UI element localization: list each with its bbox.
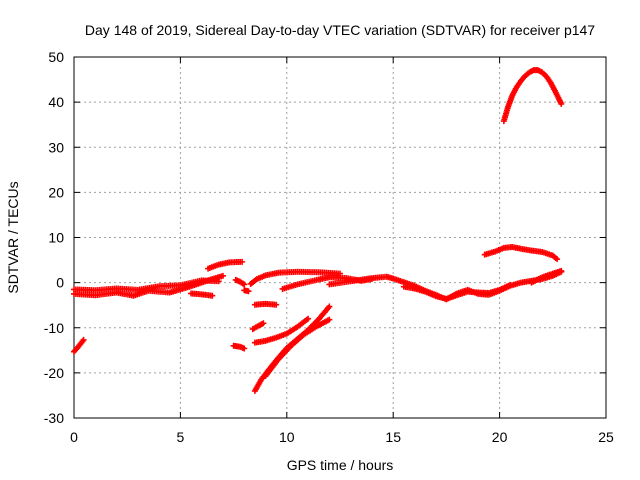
data-point: [219, 272, 226, 279]
y-tick-label: -30: [44, 410, 64, 426]
data-point: [326, 316, 333, 323]
data-point: [260, 320, 267, 327]
data-point: [209, 292, 216, 299]
data-markers: [71, 67, 565, 394]
axis-ticks: 0 5 10 15 20 25 -30 -20 -10 0 10 20 30 40 50: [44, 49, 614, 445]
y-tick-label: 20: [48, 184, 64, 200]
chart-title: Day 148 of 2019, Sidereal Day-to-day VTE…: [85, 22, 595, 38]
series-track-t: [500, 67, 565, 125]
series-track-f: [232, 276, 248, 288]
y-tick-label: 10: [48, 230, 64, 246]
y-tick-label: -10: [44, 320, 64, 336]
series-track-j: [251, 300, 280, 308]
data-point: [507, 281, 514, 288]
y-tick-label: 0: [56, 275, 64, 291]
series-track-s: [481, 243, 561, 263]
series-track-h: [230, 342, 248, 352]
data-point: [305, 315, 312, 322]
series-track-m: [251, 303, 333, 394]
series-track-l: [251, 315, 312, 346]
data-point: [326, 303, 333, 310]
x-tick-label: 15: [385, 429, 401, 445]
series-track-e: [205, 258, 246, 272]
y-tick-label: 30: [48, 139, 64, 155]
series-track-a: [71, 336, 87, 355]
series-track-q: [400, 281, 514, 302]
x-tick-label: 5: [177, 429, 185, 445]
series-track-n: [262, 316, 333, 380]
series-track-k: [247, 268, 343, 287]
data-point: [273, 301, 280, 308]
grid: [74, 57, 606, 418]
data-point: [554, 256, 561, 263]
x-tick-label: 0: [70, 429, 78, 445]
data-point: [245, 288, 252, 295]
x-tick-label: 25: [598, 429, 614, 445]
data-point: [241, 345, 248, 352]
series-track-c: [71, 277, 222, 294]
y-tick-label: -20: [44, 365, 64, 381]
data-point: [241, 281, 248, 288]
data-point: [558, 100, 565, 107]
y-tick-label: 50: [48, 49, 64, 65]
x-tick-label: 20: [492, 429, 508, 445]
data-point: [558, 267, 565, 274]
series-track-r: [528, 267, 565, 286]
data-point: [80, 336, 87, 343]
x-axis-title: GPS time / hours: [287, 457, 394, 473]
y-tick-label: 40: [48, 94, 64, 110]
data-point: [215, 278, 222, 285]
y-axis-title: SDTVAR / TECUs: [5, 181, 21, 293]
x-tick-label: 10: [279, 429, 295, 445]
series-track-d: [188, 290, 216, 299]
data-point: [239, 258, 246, 265]
series-track-i: [249, 320, 267, 333]
series-track-g: [241, 287, 252, 295]
